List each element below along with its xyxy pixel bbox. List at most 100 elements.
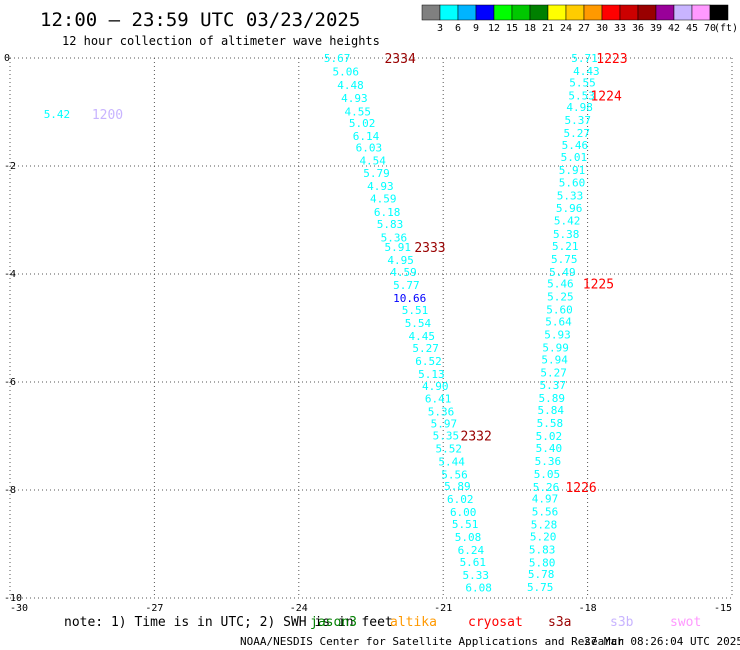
colorbar-tick: 24: [560, 23, 572, 34]
swh-value: 5.37: [564, 114, 591, 127]
swh-value: 5.40: [536, 442, 563, 455]
mission-label: s3b: [610, 615, 634, 630]
swh-value: 5.36: [535, 455, 562, 468]
swh-value: 5.58: [537, 417, 564, 430]
colorbar-swatch: [709, 4, 729, 21]
swh-value: 4.54: [359, 155, 386, 168]
swh-value: 4.59: [390, 266, 417, 279]
chart-subtitle: 12 hour collection of altimeter wave hei…: [62, 34, 380, 48]
y-tick-label: -8: [4, 485, 16, 496]
colorbar-swatch: [439, 4, 459, 21]
swh-value: 5.84: [538, 404, 565, 417]
colorbar-swatch: [493, 4, 513, 21]
swh-value: 5.60: [546, 304, 573, 317]
colorbar-tick: 36: [632, 23, 644, 34]
colorbar-tick: 42: [668, 23, 680, 34]
mission-label: altika: [390, 615, 437, 630]
swh-value: 5.44: [438, 455, 465, 468]
colorbar-tick: 9: [473, 23, 479, 34]
swh-value: 6.08: [465, 582, 492, 595]
swh-value: 5.35: [433, 429, 460, 442]
y-tick-label: -6: [4, 377, 16, 388]
swh-value: 5.78: [528, 568, 555, 581]
pass-id-label: 2332: [461, 429, 492, 444]
y-tick-label: 0: [4, 53, 10, 64]
swh-value: 5.27: [412, 342, 439, 355]
swh-value: 6.41: [425, 393, 452, 406]
x-tick-label: -15: [714, 603, 732, 614]
colorbar-tick: 3: [437, 23, 443, 34]
colorbar-tick: 27: [578, 23, 590, 34]
colorbar-tick: 18: [524, 23, 536, 34]
x-tick-label: -21: [434, 603, 452, 614]
colorbar-swatch: [511, 4, 531, 21]
swh-value: 5.46: [562, 139, 589, 152]
swh-value: 4.98: [566, 101, 593, 114]
swh-value: 5.80: [529, 556, 556, 569]
swh-value: 5.53: [568, 89, 595, 102]
swh-value: 5.42: [44, 108, 70, 121]
swh-value: 4.55: [345, 105, 372, 118]
swh-value: 5.49: [549, 266, 576, 279]
swh-value: 5.51: [452, 518, 479, 531]
swh-value: 5.05: [534, 468, 561, 481]
timestamp-text: 27 Mar 08:26:04 UTC 2025: [584, 635, 740, 648]
swh-value: 5.01: [561, 151, 588, 164]
swh-value: 5.94: [541, 353, 568, 366]
colorbar-swatch: [673, 4, 693, 21]
swh-value: 5.97: [431, 418, 458, 431]
swh-value: 5.79: [363, 167, 390, 180]
swh-value: 5.21: [552, 240, 579, 253]
swh-value: 5.83: [529, 543, 556, 556]
swh-value: 4.93: [341, 92, 368, 105]
chart-title: 12:00 – 23:59 UTC 03/23/2025: [40, 9, 360, 31]
swh-value: 5.56: [532, 506, 559, 519]
colorbar-swatch: [529, 4, 549, 21]
colorbar-swatch: [691, 4, 711, 21]
swh-value: 6.03: [356, 142, 383, 155]
pass-labels: 1200 2334 2333 2332 1223 1224 1225 1226: [92, 52, 628, 496]
mission-legend: jason3 altika cryosat s3a s3b swot: [310, 615, 701, 630]
swh-value: 5.83: [377, 218, 404, 231]
colorbar-swatch: [475, 4, 495, 21]
mission-label: swot: [670, 615, 701, 630]
colorbar-tick: 70: [704, 23, 716, 34]
mission-label: cryosat: [468, 615, 523, 630]
mission-label: jason3: [310, 615, 357, 630]
y-tick-label: -4: [4, 269, 16, 280]
swh-value: 5.93: [544, 328, 571, 341]
colorbar-tick: 30: [596, 23, 608, 34]
credit-text: NOAA/NESDIS Center for Satellite Applica…: [240, 635, 624, 648]
axis-ticks: -30 -27 -24 -21 -18 -15 0 -2 -4 -6 -8 -10: [4, 53, 732, 614]
swh-value: 6.18: [374, 206, 401, 219]
pass-id-label: 1225: [583, 278, 614, 293]
swh-value: 5.67: [324, 52, 351, 65]
swh-value: 5.89: [539, 392, 566, 405]
colorbar-tick: 15: [506, 23, 518, 34]
pass-id-label: 2334: [384, 52, 415, 67]
swh-value: 5.02: [536, 430, 563, 443]
pass-id-label: 1223: [596, 52, 627, 67]
swh-value: 5.75: [527, 581, 554, 594]
swh-value: 5.61: [460, 556, 487, 569]
x-tick-label: -30: [10, 603, 28, 614]
swh-value: 5.52: [435, 442, 462, 455]
colorbar-swatch: [565, 4, 585, 21]
swh-value: 5.51: [402, 304, 429, 317]
swh-value: 6.02: [447, 493, 474, 506]
swh-value: 5.37: [539, 379, 566, 392]
swh-value: 6.00: [450, 506, 477, 519]
colorbar-swatch: [457, 4, 477, 21]
swh-value: 5.96: [556, 202, 583, 215]
swh-value: 4.95: [387, 254, 414, 267]
swh-value: 10.66: [393, 292, 426, 305]
swh-value: 5.54: [405, 317, 432, 330]
swh-value: 5.20: [530, 530, 557, 543]
colorbar-tick: 39: [650, 23, 662, 34]
swh-value: 5.38: [553, 228, 580, 241]
swh-value: 5.71: [571, 52, 598, 65]
swh-value: 5.33: [462, 569, 489, 582]
swh-value: 5.91: [559, 164, 586, 177]
swh-value: 5.26: [533, 481, 560, 494]
